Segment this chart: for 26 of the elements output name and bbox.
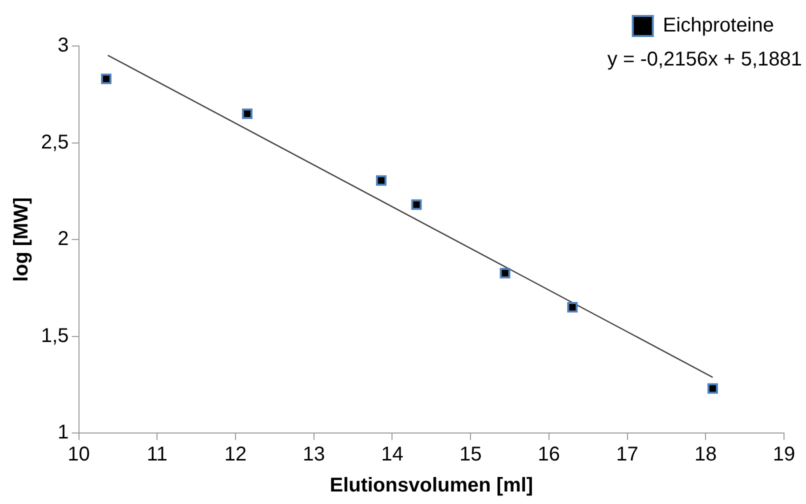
x-tick-label: 10 — [68, 444, 90, 466]
y-tick-label: 2,5 — [40, 131, 69, 154]
x-tick-label: 15 — [459, 444, 482, 466]
point — [376, 175, 386, 186]
point — [500, 268, 510, 278]
x-axis-title: Elutionsvolumen [ml] — [330, 474, 534, 497]
x-tick-label: 12 — [224, 444, 247, 466]
point — [100, 74, 112, 84]
y-tick-label: 3 — [58, 34, 69, 57]
point — [411, 199, 422, 210]
x-tick-label: 11 — [146, 444, 168, 466]
x-tick-label: 14 — [381, 444, 404, 466]
y-tick-label: 1,5 — [40, 324, 69, 347]
x-tick-label: 17 — [616, 444, 638, 466]
x-tick-label: 13 — [302, 444, 325, 466]
annotation: y = -0,2156x + 5,1881 — [607, 48, 802, 71]
y-axis-title: log [MW] — [10, 197, 33, 282]
point — [707, 383, 718, 394]
legend-label: Eichproteine — [662, 14, 774, 37]
y-tick-label: 2 — [58, 228, 69, 250]
y-tick-label: 1 — [58, 422, 69, 444]
x-tick-label: 19 — [772, 444, 796, 466]
point — [242, 108, 253, 119]
x-tick-label: 16 — [538, 444, 560, 466]
x-tick-label: 18 — [694, 444, 717, 466]
point — [567, 302, 578, 312]
